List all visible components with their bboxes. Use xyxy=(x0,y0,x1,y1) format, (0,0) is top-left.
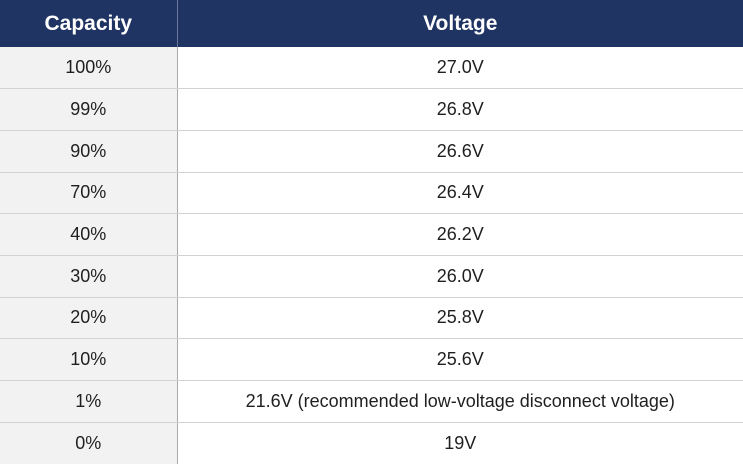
capacity-cell: 30% xyxy=(0,255,178,298)
table-header: Capacity Voltage xyxy=(0,0,743,47)
table-row: 40% 26.2V xyxy=(0,213,743,256)
table-row: 90% 26.6V xyxy=(0,130,743,173)
voltage-cell: 26.0V xyxy=(177,255,743,298)
voltage-cell: 25.6V xyxy=(177,338,743,381)
voltage-cell: 19V xyxy=(177,422,743,464)
capacity-cell: 20% xyxy=(0,297,178,340)
table-row: 70% 26.4V xyxy=(0,172,743,215)
capacity-cell: 10% xyxy=(0,338,178,381)
table-body: 100% 27.0V 99% 26.8V 90% 26.6V 70% 26.4V… xyxy=(0,47,743,464)
table-row: 0% 19V xyxy=(0,422,743,464)
capacity-cell: 100% xyxy=(0,47,178,90)
header-row: Capacity Voltage xyxy=(0,0,743,47)
voltage-cell: 26.6V xyxy=(177,130,743,173)
voltage-cell: 27.0V xyxy=(177,47,743,90)
capacity-cell: 99% xyxy=(0,88,178,131)
capacity-cell: 70% xyxy=(0,172,178,215)
voltage-cell: 25.8V xyxy=(177,297,743,340)
capacity-cell: 1% xyxy=(0,380,178,423)
voltage-cell: 26.8V xyxy=(177,88,743,131)
voltage-cell: 21.6V (recommended low-voltage disconnec… xyxy=(177,380,743,423)
table-row: 20% 25.8V xyxy=(0,297,743,340)
capacity-cell: 40% xyxy=(0,213,178,256)
table-row: 100% 27.0V xyxy=(0,47,743,90)
table-row: 10% 25.6V xyxy=(0,338,743,381)
table-row: 1% 21.6V (recommended low-voltage discon… xyxy=(0,380,743,423)
capacity-cell: 0% xyxy=(0,422,178,464)
table-row: 99% 26.8V xyxy=(0,88,743,131)
voltage-cell: 26.2V xyxy=(177,213,743,256)
header-voltage: Voltage xyxy=(423,11,498,35)
header-capacity: Capacity xyxy=(0,0,178,47)
capacity-cell: 90% xyxy=(0,130,178,173)
voltage-cell: 26.4V xyxy=(177,172,743,215)
table-row: 30% 26.0V xyxy=(0,255,743,298)
